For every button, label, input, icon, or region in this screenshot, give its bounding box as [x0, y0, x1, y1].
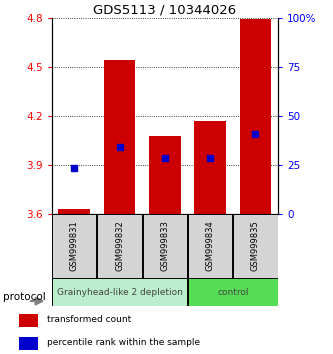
- Title: GDS5113 / 10344026: GDS5113 / 10344026: [93, 4, 236, 17]
- Text: GSM999833: GSM999833: [160, 221, 169, 272]
- Bar: [19, 314, 38, 327]
- Bar: [149, 136, 181, 214]
- Text: protocol: protocol: [3, 292, 46, 302]
- Bar: [97, 214, 142, 278]
- Bar: [233, 214, 278, 278]
- Text: control: control: [217, 287, 248, 297]
- Bar: [52, 214, 97, 278]
- Bar: [104, 60, 136, 214]
- Bar: [188, 214, 232, 278]
- Bar: [239, 19, 271, 214]
- Bar: [19, 337, 38, 350]
- Bar: [143, 214, 187, 278]
- Bar: [194, 121, 226, 214]
- Text: GSM999831: GSM999831: [70, 221, 79, 272]
- Text: transformed count: transformed count: [47, 315, 131, 325]
- Text: GSM999834: GSM999834: [205, 221, 215, 272]
- Bar: [188, 279, 278, 306]
- Text: Grainyhead-like 2 depletion: Grainyhead-like 2 depletion: [57, 287, 182, 297]
- Text: percentile rank within the sample: percentile rank within the sample: [47, 338, 200, 348]
- Bar: [52, 279, 187, 306]
- Bar: [58, 209, 90, 214]
- Text: GSM999835: GSM999835: [251, 221, 260, 272]
- Text: GSM999832: GSM999832: [115, 221, 124, 272]
